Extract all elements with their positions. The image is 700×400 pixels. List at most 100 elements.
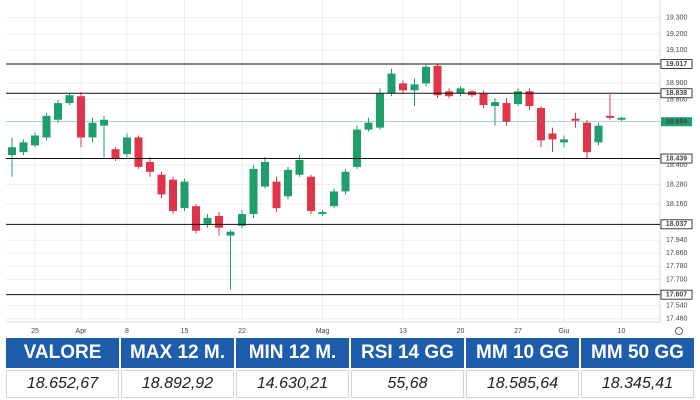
- candle-body: [42, 115, 51, 138]
- candle-body: [157, 174, 166, 195]
- y-tick-label: 18.900: [666, 80, 688, 87]
- candle-body: [226, 231, 235, 236]
- candle-body: [169, 179, 177, 212]
- table-header: MAX 12 M.: [121, 338, 234, 368]
- y-tick-label: 17.540: [666, 302, 688, 309]
- candle-body: [594, 125, 603, 143]
- table-cell: 18.345,41: [581, 370, 694, 398]
- level-label: 18.037: [666, 221, 688, 228]
- y-tick-label: 17.780: [666, 263, 688, 270]
- level-box: [660, 289, 693, 300]
- candle-body: [456, 88, 465, 94]
- x-tick-label: 10: [618, 328, 626, 335]
- candle-body: [514, 91, 522, 105]
- candle-body: [307, 176, 315, 212]
- level-label: 19.017: [666, 61, 688, 68]
- level-label: 17.607: [666, 292, 688, 299]
- candle-body: [410, 84, 419, 91]
- candle-body: [272, 181, 281, 209]
- candle-body: [146, 161, 154, 172]
- candle-body: [433, 65, 442, 96]
- candle-body: [583, 122, 591, 153]
- candle-body: [387, 73, 396, 94]
- candle-body: [376, 93, 384, 128]
- x-tick-label: 27: [514, 328, 522, 335]
- y-tick-label: 18.400: [666, 162, 688, 169]
- candle-body: [548, 133, 557, 140]
- x-tick-label: 22: [238, 328, 246, 335]
- y-tick-label: 19.200: [666, 31, 688, 38]
- candle-body: [111, 149, 120, 160]
- x-tick-label: Giu: [559, 328, 570, 335]
- last-price-box: [661, 117, 692, 127]
- candle-body: [560, 139, 568, 143]
- level-label: 18.439: [666, 155, 688, 162]
- candle-body: [238, 214, 246, 226]
- level-box: [660, 219, 693, 230]
- candle-body: [88, 122, 97, 138]
- candle-body: [249, 168, 258, 215]
- y-tick-label: 19.300: [666, 15, 688, 22]
- candle-body: [330, 191, 338, 207]
- y-tick-label: 18.280: [666, 181, 688, 188]
- candle-body: [617, 117, 626, 120]
- candle-body: [537, 107, 545, 141]
- table-cell: 18.585,64: [466, 370, 579, 398]
- y-tick-label: 17.940: [666, 237, 688, 244]
- candle-body: [31, 135, 39, 146]
- candle-body: [19, 142, 28, 153]
- candle-body: [571, 118, 580, 121]
- level-label: 18.838: [666, 90, 688, 97]
- x-tick-label: 20: [457, 328, 465, 335]
- level-box: [660, 153, 693, 164]
- table-header: MM 10 GG: [466, 338, 579, 368]
- candle-body: [65, 95, 74, 104]
- table-header: VALORE: [6, 338, 119, 368]
- candle-body: [353, 129, 361, 167]
- table-cell: 55,68: [351, 370, 464, 398]
- candle-body: [422, 66, 430, 84]
- candle-body: [8, 147, 16, 156]
- table-cell: 18.652,67: [6, 370, 119, 398]
- candle-body: [491, 102, 499, 107]
- settings-icon[interactable]: [675, 327, 683, 335]
- table-header: MM 50 GG: [581, 338, 694, 368]
- level-box: [660, 59, 693, 69]
- candle-body: [502, 103, 511, 122]
- x-tick-label: 15: [181, 328, 189, 335]
- candle-body: [203, 217, 212, 224]
- candle-body: [364, 122, 373, 130]
- candle-body: [606, 115, 614, 118]
- x-tick-label: 25: [31, 328, 39, 335]
- table-cell: 14.630,21: [236, 370, 349, 398]
- candle-body: [525, 91, 534, 107]
- last-price-label: 18.664: [666, 119, 688, 126]
- candle-body: [100, 119, 108, 126]
- candle-body: [399, 83, 407, 91]
- candle-body: [215, 215, 223, 228]
- y-tick-label: 17.460: [666, 316, 688, 323]
- candle-body: [134, 137, 143, 167]
- x-tick-label: 13: [399, 328, 407, 335]
- chart: 19.300 19.200 19.100 18.900 18.800 18.400 18.2…: [6, 0, 693, 335]
- y-tick-label: 18.800: [666, 96, 688, 103]
- y-tick-label: 17.860: [666, 250, 688, 257]
- candle-body: [284, 169, 292, 197]
- y-tick-label: 17.700: [666, 276, 688, 283]
- candle-body: [261, 161, 269, 187]
- candle-body: [341, 171, 350, 192]
- level-box: [660, 88, 693, 99]
- candle-body: [318, 212, 327, 215]
- candle-body: [295, 160, 304, 175]
- y-tick-label: 18.160: [666, 201, 688, 208]
- x-tick-label: Apr: [76, 328, 88, 335]
- stats-table: VALORE MAX 12 M. MIN 12 M. RSI 14 GG MM 10 G…: [6, 338, 694, 398]
- table-header: MIN 12 M.: [236, 338, 349, 368]
- candle-body: [479, 93, 488, 106]
- y-tick-label: 19.100: [666, 47, 688, 54]
- table-cell: 18.892,92: [121, 370, 234, 398]
- candle-body: [180, 181, 189, 209]
- candle-body: [77, 96, 85, 138]
- candle-body: [192, 206, 200, 231]
